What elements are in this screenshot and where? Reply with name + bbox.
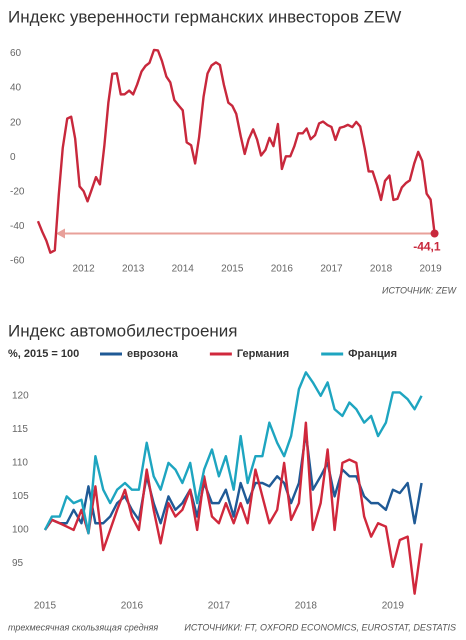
x-tick-label: 2019 <box>382 601 405 612</box>
x-tick-label: 2018 <box>370 264 393 275</box>
x-tick-label: 2017 <box>320 264 343 275</box>
y-tick-label: 0 <box>10 152 16 163</box>
legend-label: Франция <box>348 348 397 360</box>
data-line <box>43 371 423 535</box>
x-tick-label: 2016 <box>121 601 144 612</box>
chart-title: Индекс уверенности германских инвесторов… <box>8 7 401 26</box>
legend-label: еврозона <box>127 348 179 360</box>
x-tick-label: 2018 <box>295 601 318 612</box>
x-tick-label: 2015 <box>221 264 244 275</box>
y-tick-label: 60 <box>10 48 22 59</box>
x-tick-label: 2017 <box>208 601 231 612</box>
source: ИСТОЧНИК: ZEW <box>382 285 457 295</box>
x-tick-label: 2016 <box>271 264 294 275</box>
y-tick-label: 105 <box>12 491 29 502</box>
legend-label: Германия <box>237 348 289 360</box>
y-tick-label: 110 <box>12 458 28 469</box>
y-tick-label: -60 <box>10 256 25 267</box>
y-tick-label: 120 <box>12 390 29 401</box>
y-tick-label: -40 <box>10 221 25 232</box>
y-axis-label: %, 2015 = 100 <box>8 348 79 360</box>
data-line <box>43 421 423 595</box>
data-line <box>36 48 436 254</box>
y-tick-label: 100 <box>12 525 29 536</box>
annotation-label: -44,1 <box>413 240 441 254</box>
y-tick-label: 95 <box>12 558 24 569</box>
annotation-dot <box>430 229 439 238</box>
y-tick-label: 40 <box>10 83 22 94</box>
y-tick-label: 115 <box>12 424 28 435</box>
x-tick-label: 2019 <box>419 264 442 275</box>
x-tick-label: 2013 <box>122 264 145 275</box>
chart-title: Индекс автомобилестроения <box>8 321 237 340</box>
y-tick-label: -20 <box>10 186 25 197</box>
source: ИСТОЧНИКИ: FT, OXFORD ECONOMICS, EUROSTA… <box>184 622 456 632</box>
footnote: трехмесячная скользящая средняя <box>8 622 158 632</box>
y-tick-label: 20 <box>10 117 22 128</box>
x-tick-label: 2012 <box>72 264 95 275</box>
x-tick-label: 2014 <box>172 264 195 275</box>
annotation-arrowhead <box>56 228 65 239</box>
x-tick-label: 2015 <box>34 601 57 612</box>
